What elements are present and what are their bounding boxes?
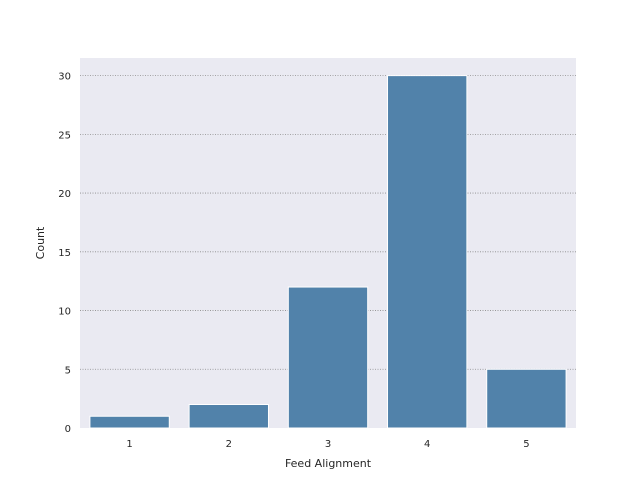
- y-tick-label: 25: [58, 130, 71, 141]
- bar-5: [486, 368, 567, 429]
- y-tick-label: 5: [65, 365, 71, 376]
- bar-4: [387, 75, 468, 429]
- x-tick-label: 1: [126, 439, 132, 450]
- y-tick-labels: 0 5 10 15 20 25 30: [58, 72, 71, 435]
- y-tick-label: 10: [58, 307, 71, 318]
- bar-2: [188, 404, 269, 429]
- x-tick-labels: 1 2 3 4 5: [126, 439, 529, 450]
- bar-1: [89, 415, 170, 429]
- y-axis-label: Count: [34, 226, 47, 259]
- x-tick-label: 3: [325, 439, 331, 450]
- x-tick-label: 2: [226, 439, 232, 450]
- y-tick-label: 0: [65, 424, 71, 435]
- y-tick-label: 20: [58, 189, 71, 200]
- y-tick-label: 30: [58, 72, 71, 83]
- x-tick-label: 4: [424, 439, 430, 450]
- x-tick-label: 5: [523, 439, 529, 450]
- x-axis-label: Feed Alignment: [285, 457, 372, 470]
- y-tick-label: 15: [58, 248, 71, 259]
- bars: [89, 75, 567, 429]
- bar-3: [287, 286, 369, 429]
